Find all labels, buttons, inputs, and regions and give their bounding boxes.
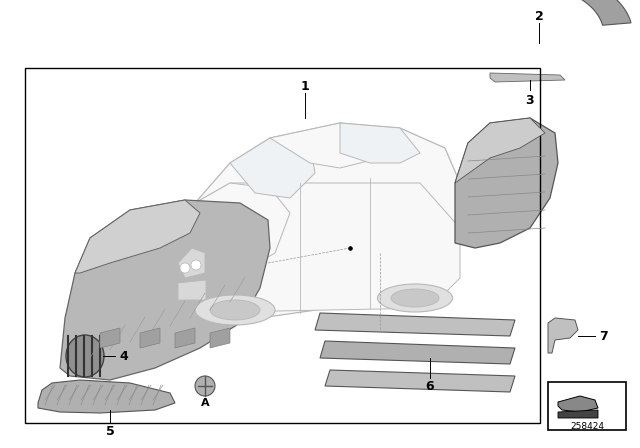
Ellipse shape: [391, 289, 439, 307]
Text: A: A: [201, 398, 209, 408]
Polygon shape: [210, 328, 230, 348]
Polygon shape: [340, 123, 420, 163]
Polygon shape: [75, 200, 200, 273]
Circle shape: [195, 376, 215, 396]
Polygon shape: [320, 341, 515, 364]
Ellipse shape: [66, 335, 104, 377]
Bar: [25, 68, 540, 423]
Ellipse shape: [195, 295, 275, 325]
Polygon shape: [270, 123, 400, 168]
Text: 3: 3: [525, 94, 534, 107]
Polygon shape: [175, 328, 195, 348]
Text: 5: 5: [106, 425, 115, 438]
Ellipse shape: [210, 300, 260, 320]
Polygon shape: [60, 200, 270, 380]
Polygon shape: [178, 280, 206, 300]
Polygon shape: [175, 233, 210, 318]
Bar: [548, 382, 626, 430]
Polygon shape: [548, 318, 578, 353]
Text: 6: 6: [426, 379, 435, 392]
Circle shape: [180, 263, 190, 273]
Polygon shape: [558, 396, 598, 412]
Polygon shape: [38, 380, 175, 413]
Polygon shape: [175, 183, 460, 313]
Text: 258424: 258424: [570, 422, 604, 431]
Polygon shape: [175, 123, 460, 320]
Text: 1: 1: [301, 79, 309, 92]
Ellipse shape: [378, 284, 452, 312]
Polygon shape: [558, 410, 598, 418]
Polygon shape: [315, 313, 515, 336]
Polygon shape: [552, 0, 631, 25]
Polygon shape: [175, 183, 290, 273]
Polygon shape: [140, 328, 160, 348]
Polygon shape: [455, 118, 558, 248]
Polygon shape: [178, 248, 205, 278]
Polygon shape: [455, 118, 545, 183]
Circle shape: [191, 260, 201, 270]
Text: 2: 2: [534, 9, 543, 22]
Text: 7: 7: [598, 329, 607, 343]
Polygon shape: [325, 370, 515, 392]
Polygon shape: [490, 73, 565, 82]
Text: 4: 4: [120, 349, 129, 362]
Polygon shape: [230, 138, 315, 198]
Polygon shape: [100, 328, 120, 348]
